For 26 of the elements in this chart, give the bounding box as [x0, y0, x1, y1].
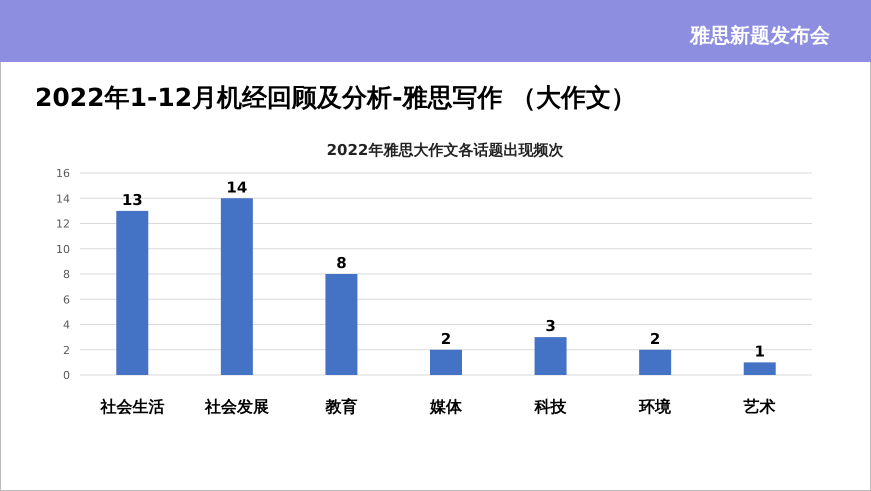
x-tick-label: 社会生活 — [99, 397, 164, 416]
data-label: 3 — [545, 317, 556, 336]
chart-subtitle: 2022年雅思大作文各话题出现频次 — [326, 141, 564, 159]
x-tick-label: 教育 — [324, 397, 358, 416]
data-label: 14 — [226, 178, 248, 196]
y-tick-label: 12 — [56, 218, 70, 230]
data-label: 1 — [754, 342, 765, 360]
data-label: 8 — [336, 254, 347, 272]
x-tick-label: 环境 — [638, 397, 672, 416]
y-tick-label: 2 — [63, 344, 70, 357]
y-tick-label: 6 — [63, 293, 70, 306]
x-tick-label: 媒体 — [429, 397, 463, 416]
x-tick-label: 社会发展 — [204, 397, 269, 416]
y-tick-label: 0 — [63, 369, 70, 382]
text: 雅思新题发布会 — [689, 23, 831, 47]
y-tick-label: 8 — [63, 268, 70, 281]
data-label: 2 — [650, 330, 660, 348]
y-tick-label: 14 — [56, 192, 70, 206]
chart-title: 2022年1-12月机经回顾及分析-雅思写作 （大作文） — [35, 83, 636, 112]
y-tick-label: 4 — [63, 318, 70, 332]
data-label: 2 — [440, 330, 452, 348]
x-tick-label: 艺术 — [742, 397, 776, 416]
x-tick-label: 科技 — [534, 397, 568, 416]
y-tick-label: 10 — [56, 242, 70, 256]
data-label: 13 — [122, 190, 143, 209]
y-tick-label: 16 — [56, 167, 70, 180]
